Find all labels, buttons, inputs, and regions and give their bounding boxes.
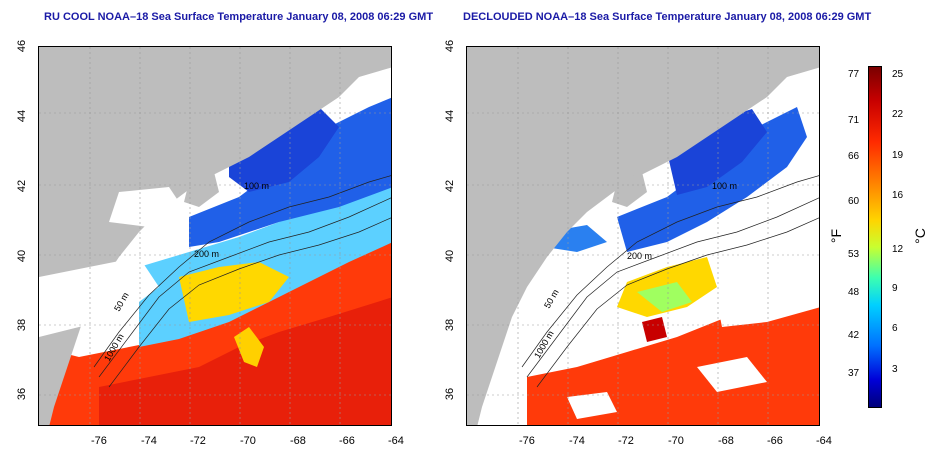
fahrenheit-tick-label: 48 <box>848 287 860 298</box>
right-map-title: DECLOUDED NOAA–18 Sea Surface Temperatur… <box>463 11 872 23</box>
y-tick-label: 40 <box>16 249 29 263</box>
cloud-patch <box>697 357 767 392</box>
fahrenheit-tick-label: 71 <box>848 115 860 126</box>
fahrenheit-tick-label: 37 <box>848 368 860 379</box>
cape-cod-land <box>612 172 647 207</box>
land-mass <box>467 47 819 425</box>
y-tick-label: 46 <box>16 39 29 53</box>
transition-water-area <box>637 282 692 312</box>
celsius-unit-label: °C <box>911 228 928 244</box>
eddy-area <box>234 327 264 367</box>
contour-label-200m: 200 m <box>627 251 652 261</box>
warm-eddy-area <box>642 317 667 342</box>
fahrenheit-tick-label: 77 <box>848 69 860 80</box>
x-tick-label: -68 <box>290 435 306 447</box>
y-tick-label: 44 <box>444 109 457 123</box>
cloud-patch <box>39 257 159 337</box>
x-tick-label: -76 <box>519 435 535 447</box>
fahrenheit-tick-label: 42 <box>848 330 860 341</box>
y-tick-label: 36 <box>16 387 29 401</box>
celsius-tick-label: 3 <box>892 364 898 375</box>
cloud-patch <box>109 187 189 227</box>
y-tick-label: 42 <box>444 179 457 193</box>
left-map-title: RU COOL NOAA–18 Sea Surface Temperature … <box>44 11 434 23</box>
y-tick-label: 38 <box>16 318 29 332</box>
y-tick-label: 46 <box>444 39 457 53</box>
celsius-tick-label: 9 <box>892 283 898 294</box>
x-tick-label: -64 <box>816 435 832 447</box>
bathymetry-contours <box>93 175 391 388</box>
y-tick-label: 40 <box>444 249 457 263</box>
x-tick-label: -72 <box>190 435 206 447</box>
x-tick-label: -74 <box>141 435 157 447</box>
celsius-tick-label: 6 <box>892 323 898 334</box>
y-tick-label: 42 <box>16 179 29 193</box>
fahrenheit-tick-label: 53 <box>848 249 860 260</box>
fahrenheit-tick-label: 60 <box>848 196 860 207</box>
x-tick-label: -64 <box>388 435 404 447</box>
y-tick-label: 36 <box>444 387 457 401</box>
celsius-tick-label: 16 <box>892 190 904 201</box>
x-tick-label: -66 <box>339 435 355 447</box>
coldest-water-area <box>667 109 767 195</box>
fahrenheit-unit-label: °F <box>828 228 845 244</box>
graticule <box>39 47 391 425</box>
x-tick-label: -72 <box>618 435 634 447</box>
sst-map-left-svg: 100 m 200 m 50 m 1000 m <box>39 47 391 425</box>
contour-label-100m: 100 m <box>244 181 269 191</box>
sst-map-panel-left: 100 m 200 m 50 m 1000 m <box>38 46 392 426</box>
land-mass <box>39 47 391 425</box>
celsius-tick-label: 25 <box>892 69 904 80</box>
sst-map-panel-right: 100 m 200 m 50 m 1000 m <box>466 46 820 426</box>
fahrenheit-tick-label: 66 <box>848 151 860 162</box>
cloud-patch <box>567 392 617 419</box>
celsius-tick-label: 19 <box>892 150 904 161</box>
y-tick-label: 44 <box>16 109 29 123</box>
x-tick-label: -68 <box>718 435 734 447</box>
contour-label-200m: 200 m <box>194 249 219 259</box>
x-tick-label: -70 <box>240 435 256 447</box>
x-tick-label: -66 <box>767 435 783 447</box>
y-tick-label: 38 <box>444 318 457 332</box>
cloud-patch <box>717 282 819 327</box>
bathymetry-contours <box>521 175 819 388</box>
moderate-water-area <box>179 262 289 322</box>
sst-map-right-svg: 100 m 200 m 50 m 1000 m <box>467 47 819 425</box>
x-tick-label: -70 <box>668 435 684 447</box>
x-tick-label: -74 <box>569 435 585 447</box>
celsius-tick-label: 22 <box>892 109 904 120</box>
coldest-water-area <box>229 107 339 192</box>
celsius-tick-label: 12 <box>892 244 904 255</box>
graticule <box>467 47 819 425</box>
cape-cod-land <box>184 172 219 207</box>
contour-label-100m: 100 m <box>712 181 737 191</box>
temperature-colorbar <box>868 66 882 408</box>
x-tick-label: -76 <box>91 435 107 447</box>
